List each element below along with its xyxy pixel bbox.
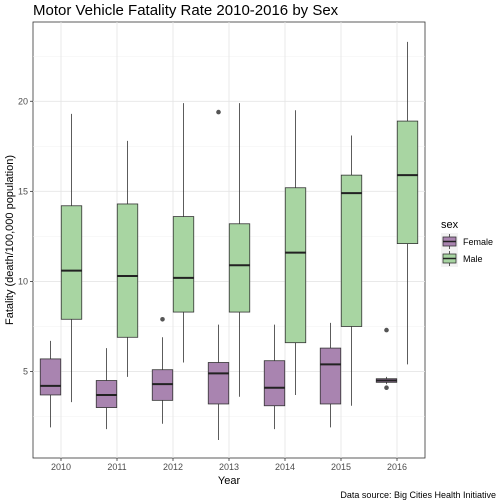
x-tick-label: 2011 — [107, 462, 126, 472]
legend-item-female: Female — [441, 233, 493, 250]
y-axis: 5 10 15 20 — [18, 96, 33, 377]
box-female-2014 — [263, 324, 286, 430]
legend-title: sex — [441, 219, 459, 231]
box-body — [284, 187, 307, 344]
box-male-2015 — [340, 135, 363, 406]
x-tick-label: 2016 — [387, 462, 407, 472]
box-female-2015 — [319, 322, 342, 428]
x-axis-label: Year — [218, 475, 241, 487]
y-axis-label: Fatality (death/100,000 population) — [4, 155, 16, 325]
box-male-2012 — [172, 103, 195, 363]
outlier-point — [384, 327, 389, 333]
box-body — [319, 347, 342, 405]
data-source-caption: Data source: Big Cities Health Initiativ… — [340, 490, 496, 500]
box-body — [60, 205, 83, 320]
box-female-2012 — [151, 316, 174, 424]
legend-item-male: Male — [441, 250, 483, 267]
legend: sex Female Male — [441, 219, 493, 267]
box-body — [263, 360, 286, 407]
x-tick-label: 2010 — [51, 462, 71, 472]
box-male-2013 — [228, 103, 251, 397]
y-tick-label: 20 — [18, 96, 28, 106]
box-female-2016 — [375, 327, 398, 391]
outlier-point — [216, 109, 221, 115]
box-male-2016 — [396, 41, 419, 365]
box-body — [340, 174, 363, 327]
legend-label: Male — [463, 254, 483, 264]
x-tick-label: 2015 — [331, 462, 351, 472]
box-body — [207, 362, 230, 405]
box-female-2013 — [207, 109, 230, 440]
box-body — [39, 358, 62, 396]
box-body — [172, 216, 195, 313]
x-axis: 2010 2011 2012 2013 2014 2015 2016 — [51, 458, 407, 472]
y-tick-label: 5 — [23, 367, 28, 377]
x-tick-label: 2013 — [219, 462, 239, 472]
box-body — [396, 120, 419, 245]
box-body — [116, 203, 139, 338]
outlier-point — [384, 385, 389, 391]
box-male-2011 — [116, 140, 139, 377]
box-female-2011 — [95, 348, 118, 430]
y-tick-label: 10 — [18, 276, 28, 286]
legend-label: Female — [463, 237, 493, 247]
box-marks — [39, 41, 419, 440]
box-body — [228, 223, 251, 313]
box-male-2014 — [284, 110, 307, 395]
x-tick-label: 2014 — [275, 462, 295, 472]
y-tick-label: 15 — [18, 186, 28, 196]
box-female-2010 — [39, 340, 62, 428]
chart-title: Motor Vehicle Fatality Rate 2010-2016 by… — [33, 2, 339, 19]
x-tick-label: 2012 — [163, 462, 183, 472]
outlier-point — [160, 316, 165, 322]
box-male-2010 — [60, 113, 83, 403]
